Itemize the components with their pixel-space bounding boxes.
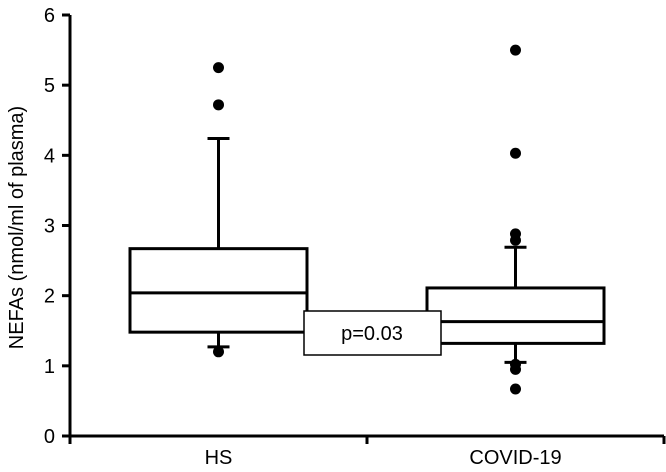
outlier-point	[510, 383, 521, 395]
iqr-box	[128, 247, 309, 334]
x-axis: HS COVID-19	[68, 434, 666, 469]
y-tick-label: 2	[44, 286, 55, 308]
x-tick-label: COVID-19	[469, 447, 561, 469]
box-group-hs	[128, 62, 309, 358]
y-axis-title: NEFAs (nmol/ml of plasma)	[6, 106, 28, 349]
p-value-box	[303, 310, 442, 356]
box-group-covid-19	[425, 44, 606, 395]
outlier-point	[510, 147, 521, 159]
outlier-point	[510, 228, 521, 240]
x-tick-label: HS	[205, 447, 233, 469]
outlier-point	[213, 346, 224, 358]
y-tick-label: 5	[44, 75, 55, 97]
outlier-point	[510, 358, 521, 370]
y-axis: 0 1 2 3 4 5 6	[44, 5, 72, 448]
p-value-label: p=0.03	[341, 323, 403, 345]
outlier-point	[510, 44, 521, 56]
outlier-point	[213, 62, 224, 74]
y-tick-label: 0	[44, 426, 55, 448]
iqr-box	[425, 286, 606, 345]
boxes	[128, 44, 606, 395]
y-tick-label: 3	[44, 216, 55, 238]
p-value-annotation: p=0.03	[303, 310, 442, 356]
y-tick-label: 1	[44, 356, 55, 378]
outlier-point	[213, 99, 224, 111]
y-tick-label: 6	[44, 5, 55, 27]
y-tick-label: 4	[44, 145, 55, 167]
